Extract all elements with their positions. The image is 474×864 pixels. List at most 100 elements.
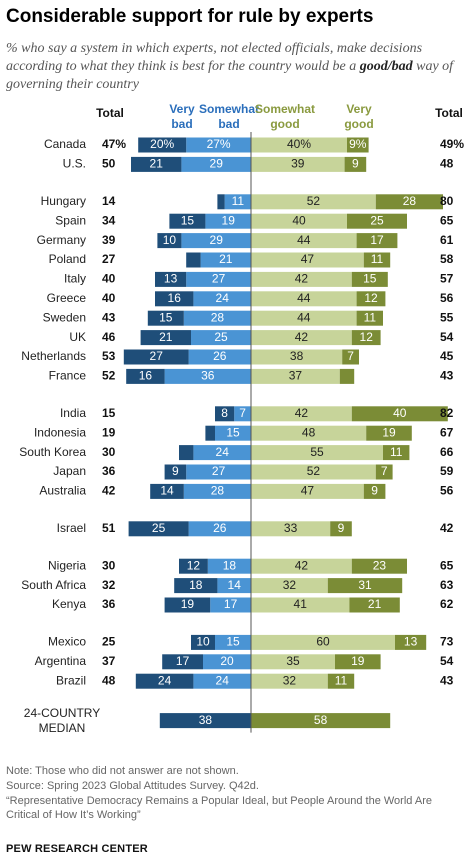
- country-label-italy: Italy: [64, 272, 86, 286]
- bar-brazil-very-good: [327, 673, 355, 689]
- bar-france-somewhat-bad: [164, 368, 251, 384]
- label-spain-somewhat-bad: 19: [222, 213, 236, 227]
- label-spain-very-good: 25: [370, 213, 384, 227]
- bar-canada-somewhat-bad: [186, 137, 251, 153]
- total-bad-australia: 42: [102, 484, 116, 498]
- bar-australia-somewhat-bad: [183, 483, 251, 499]
- label-australia-very-bad: 14: [160, 484, 174, 498]
- label-u-s--very-good: 9: [352, 157, 359, 171]
- country-label-spain: Spain: [55, 213, 86, 227]
- label-hungary-very-good: 28: [403, 194, 417, 208]
- bar-spain-somewhat-bad: [205, 213, 251, 229]
- total-bad-greece: 40: [102, 291, 116, 305]
- bar-sweden-very-good: [356, 310, 383, 326]
- label-sweden-very-good: 11: [364, 310, 377, 324]
- bar-argentina-somewhat-good: [251, 654, 335, 670]
- bar-nigeria-very-bad: [179, 558, 208, 574]
- bar-kenya-very-good: [349, 597, 400, 613]
- bar-spain-very-good: [347, 213, 407, 229]
- bar-mexico-very-good: [395, 634, 427, 650]
- label-greece-somewhat-bad: 24: [216, 291, 230, 305]
- total-good-south-africa: 63: [440, 578, 454, 592]
- label-italy-very-bad: 13: [164, 272, 178, 286]
- bar-argentina-very-good: [335, 654, 381, 670]
- bar-kenya-somewhat-good: [251, 597, 350, 613]
- label-brazil-very-good: 11: [335, 673, 348, 687]
- total-bad-netherlands: 53: [102, 349, 116, 363]
- median-label-line2: MEDIAN: [39, 721, 86, 735]
- label-canada-very-good: 9%: [349, 137, 367, 151]
- label-argentina-very-good: 19: [351, 654, 365, 668]
- country-label-nigeria: Nigeria: [48, 558, 86, 572]
- label-australia-very-good: 9: [371, 484, 378, 498]
- label-australia-somewhat-bad: 28: [211, 484, 225, 498]
- bar-greece-very-bad: [155, 291, 194, 307]
- total-bad-canada: 47%: [102, 137, 126, 151]
- label-median-bad: 38: [199, 713, 213, 727]
- total-good-mexico: 73: [440, 635, 454, 649]
- label-nigeria-very-good: 23: [373, 558, 387, 572]
- label-canada-somewhat-good: 40%: [287, 137, 311, 151]
- total-bad-hungary: 14: [102, 194, 116, 208]
- country-label-poland: Poland: [49, 252, 86, 266]
- bar-median-bad: [159, 713, 251, 729]
- label-germany-very-bad: 10: [163, 233, 177, 247]
- label-kenya-somewhat-good: 41: [294, 597, 308, 611]
- total-good-israel: 42: [440, 521, 454, 535]
- bar-south-africa-very-good: [327, 578, 403, 594]
- bar-italy-somewhat-bad: [186, 271, 251, 287]
- bar-canada-very-good: [347, 137, 369, 153]
- country-label-netherlands: Netherlands: [21, 349, 86, 363]
- label-netherlands-somewhat-bad: 26: [213, 349, 227, 363]
- total-bad-spain: 34: [102, 213, 116, 227]
- subtitle-bold: good/bad: [359, 59, 413, 74]
- bar-france-somewhat-good: [251, 368, 340, 384]
- total-bad-uk: 46: [102, 330, 116, 344]
- header-total-right: Total: [435, 106, 463, 120]
- bar-spain-somewhat-good: [251, 213, 347, 229]
- total-bad-argentina: 37: [102, 654, 116, 668]
- header-very-good-line2: good: [344, 117, 373, 131]
- total-good-spain: 65: [440, 213, 454, 227]
- label-u-s--somewhat-bad: 29: [210, 157, 224, 171]
- label-nigeria-somewhat-bad: 18: [223, 558, 237, 572]
- note-text: Note: Those who did not answer are not s…: [6, 765, 239, 777]
- total-bad-mexico: 25: [102, 635, 116, 649]
- label-nigeria-somewhat-good: 42: [295, 558, 309, 572]
- bar-brazil-somewhat-good: [251, 673, 328, 689]
- label-japan-somewhat-bad: 27: [212, 464, 226, 478]
- bar-poland-very-bad: [186, 252, 201, 268]
- country-label-france: France: [49, 369, 87, 383]
- header-very-bad-line1: Very: [169, 102, 195, 116]
- total-good-canada: 49%: [440, 137, 464, 151]
- bar-poland-somewhat-bad: [200, 252, 251, 268]
- label-poland-very-good: 11: [371, 252, 384, 266]
- bar-spain-very-bad: [169, 213, 206, 229]
- country-label-germany: Germany: [37, 233, 86, 247]
- bar-israel-somewhat-bad: [188, 521, 251, 537]
- total-bad-nigeria: 30: [102, 558, 116, 572]
- label-kenya-very-good: 21: [368, 597, 382, 611]
- bar-brazil-very-bad: [135, 673, 194, 689]
- country-label-hungary: Hungary: [41, 194, 86, 208]
- bar-australia-somewhat-good: [251, 483, 364, 499]
- report-title-line1: “Representative Democracy Remains a Popu…: [6, 795, 432, 807]
- country-label-mexico: Mexico: [48, 635, 86, 649]
- label-south-korea-somewhat-bad: 24: [216, 445, 230, 459]
- bar-south-africa-somewhat-bad: [217, 578, 251, 594]
- total-good-japan: 59: [440, 464, 454, 478]
- total-good-nigeria: 65: [440, 558, 454, 572]
- label-israel-somewhat-bad: 26: [213, 521, 227, 535]
- total-good-south-korea: 66: [440, 445, 454, 459]
- label-japan-very-bad: 9: [172, 464, 179, 478]
- country-label-brazil: Brazil: [56, 673, 86, 687]
- label-mexico-somewhat-good: 60: [316, 635, 330, 649]
- label-italy-somewhat-good: 42: [295, 272, 309, 286]
- label-netherlands-very-good: 7: [347, 349, 354, 363]
- label-sweden-very-bad: 15: [159, 310, 173, 324]
- bar-sweden-somewhat-bad: [183, 310, 251, 326]
- bar-median-good: [251, 713, 391, 729]
- country-label-greece: Greece: [47, 291, 87, 305]
- bar-italy-very-good: [351, 271, 388, 287]
